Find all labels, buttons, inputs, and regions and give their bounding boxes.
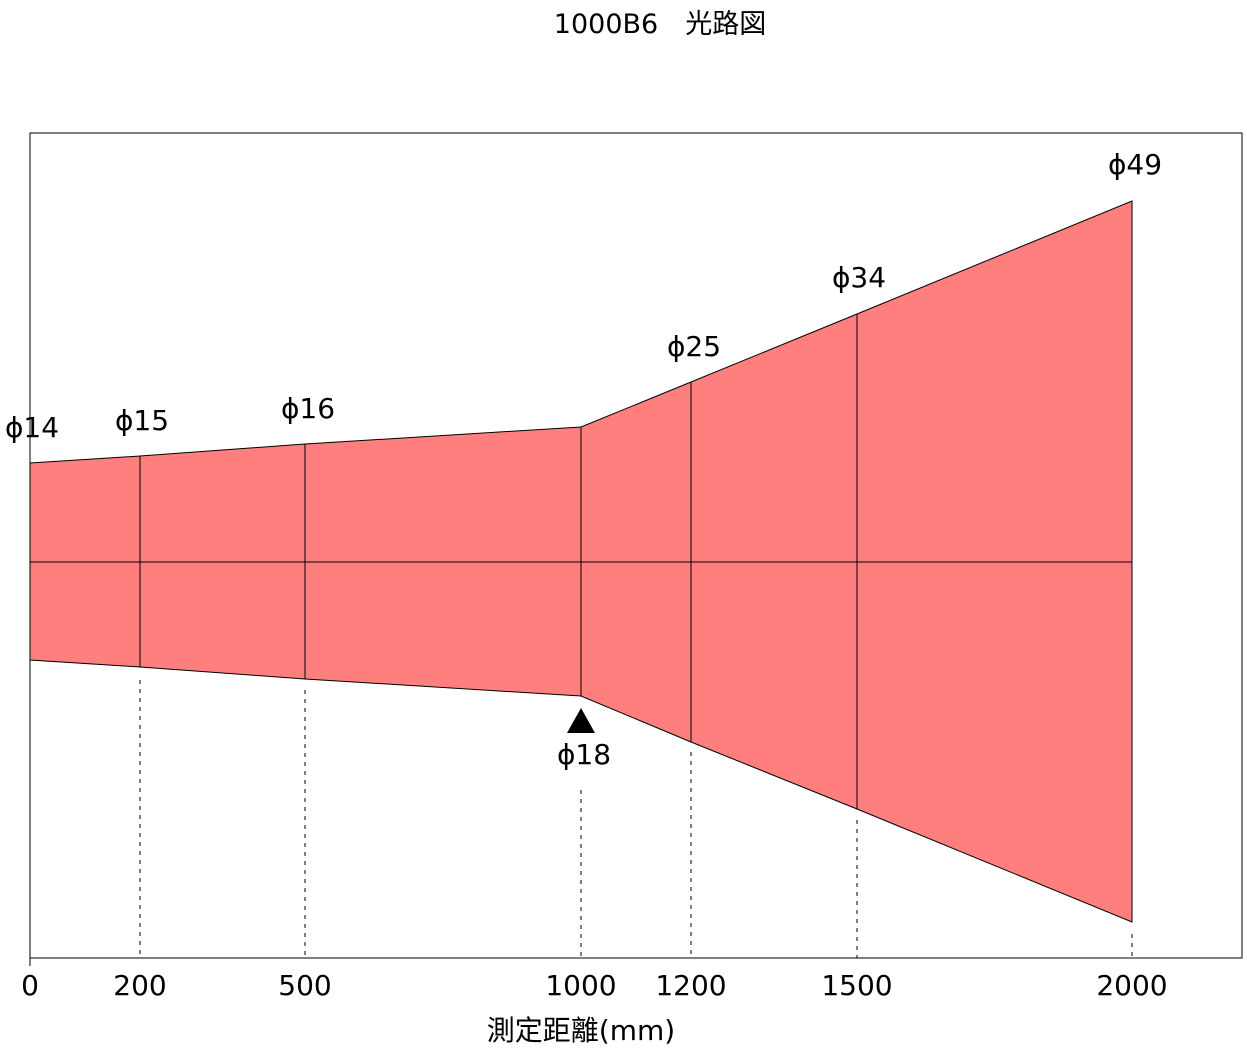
triangle-marker <box>567 708 595 733</box>
diameter-label-1500: ϕ34 <box>832 261 886 294</box>
x-tick-label: 1000 <box>545 969 616 1002</box>
x-tick-label: 500 <box>278 969 331 1002</box>
diameter-label-200: ϕ15 <box>115 404 169 437</box>
diameter-label-0: ϕ14 <box>5 411 59 444</box>
x-tick-label: 0 <box>21 969 39 1002</box>
x-axis-label: 測定距離(mm) <box>487 1014 675 1047</box>
x-tick-label: 1500 <box>821 969 892 1002</box>
diagram-title: 1000B6 光路図 <box>554 9 766 40</box>
x-tick-label: 2000 <box>1096 969 1167 1002</box>
x-tick-label: 200 <box>113 969 166 1002</box>
diameter-label-1200: ϕ25 <box>667 330 721 363</box>
diameter-label-500: ϕ16 <box>281 392 335 425</box>
diameter-label-1000: ϕ18 <box>557 738 611 771</box>
diameter-label-2000: ϕ49 <box>1108 148 1162 181</box>
x-tick-label: 1200 <box>655 969 726 1002</box>
